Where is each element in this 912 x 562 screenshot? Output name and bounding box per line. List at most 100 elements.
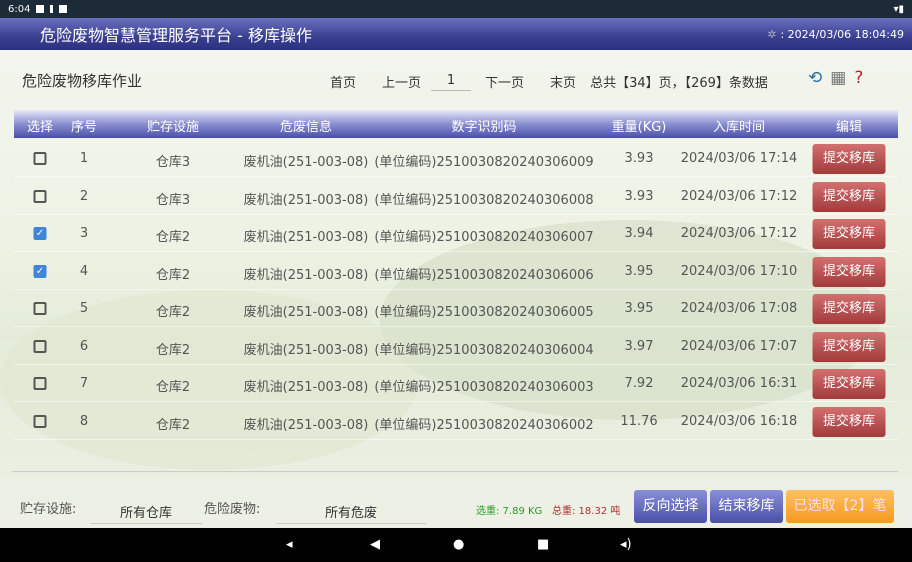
notification-icon	[59, 5, 68, 13]
table-row: 2 仓库3 废机油(251-003-08) (单位编码)251003082024030…	[14, 178, 898, 215]
table-row: ✓ 3 仓库2 废机油(251-003-08) (单位编码)25100308202403…	[14, 215, 898, 252]
cell-info: 废机油(251-003-08)	[243, 305, 369, 320]
title-bar: 危险废物智慧管理服务平台 - 移库操作 ✲: 2024/03/06 18:04:…	[0, 18, 912, 50]
cell-time: 2024/03/06 16:31	[680, 376, 798, 391]
cell-time: 2024/03/06 17:08	[680, 301, 798, 316]
col-no: 序号	[70, 120, 98, 135]
last-page-link[interactable]: 末页	[550, 76, 577, 91]
store-select[interactable]: 所有仓库	[90, 498, 202, 524]
cell-no: 4	[79, 263, 89, 279]
submit-transfer-button[interactable]: 提交移库	[812, 294, 886, 324]
cell-time: 2024/03/06 17:07	[680, 338, 798, 354]
submit-transfer-button[interactable]: 提交移库	[812, 219, 886, 249]
cell-code: (单位编码)2510030820240306002	[374, 417, 594, 433]
row-checkbox[interactable]	[33, 377, 47, 390]
cell-no: 3	[79, 226, 89, 241]
page-input[interactable]: 1	[431, 73, 472, 91]
row-checkbox[interactable]	[33, 189, 47, 203]
cell-info: 废机油(251-003-08)	[243, 380, 369, 395]
col-time: 入库时间	[712, 120, 766, 135]
finish-transfer-button[interactable]: 结束移库	[710, 490, 783, 523]
row-checkbox[interactable]	[33, 302, 47, 315]
divider	[12, 471, 898, 472]
cell-info: 废机油(251-003-08)	[243, 417, 369, 433]
table-row: 6 仓库2 废机油(251-003-08) (单位编码)251003082024030…	[14, 328, 898, 365]
row-checkbox[interactable]: ✓	[33, 227, 47, 240]
cell-no: 7	[79, 376, 89, 391]
col-store: 贮存设施	[146, 120, 200, 135]
cell-info: 废机油(251-003-08)	[243, 192, 369, 208]
cell-no: 5	[79, 301, 89, 316]
cell-code: (单位编码)2510030820240306006	[374, 267, 594, 283]
cell-info: 废机油(251-003-08)	[243, 267, 369, 283]
cell-store: 仓库3	[155, 155, 191, 170]
cell-info: 废机油(251-003-08)	[243, 230, 369, 245]
row-checkbox[interactable]: ✓	[33, 264, 47, 278]
clock-icon: ✲	[767, 27, 777, 41]
cell-no: 8	[79, 413, 89, 429]
home-icon[interactable]: ●	[453, 537, 465, 552]
first-page-link[interactable]: 首页	[330, 76, 357, 91]
waste-label: 危险废物:	[204, 502, 261, 517]
table-header: 选择 序号 贮存设施 危废信息 数字识别码 重量(KG) 入库时间 编辑	[14, 110, 898, 138]
submit-transfer-button[interactable]: 提交移库	[812, 256, 886, 287]
cell-store: 仓库2	[155, 305, 191, 320]
cell-weight: 3.95	[624, 301, 654, 316]
submit-transfer-button[interactable]: 提交移库	[812, 331, 886, 362]
prev-page-link[interactable]: 上一页	[382, 76, 422, 91]
waste-select[interactable]: 所有危废	[276, 498, 426, 524]
cell-store: 仓库3	[155, 192, 191, 208]
submit-transfer-button[interactable]: 提交移库	[812, 406, 886, 437]
back-icon[interactable]: ◀	[370, 537, 380, 552]
cell-code: (单位编码)2510030820240306003	[374, 380, 594, 395]
table-row: 8 仓库2 废机油(251-003-08) (单位编码)251003082024030…	[14, 403, 898, 440]
cell-time: 2024/03/06 16:18	[680, 413, 798, 429]
recents-icon[interactable]: ■	[537, 537, 550, 552]
cell-time: 2024/03/06 17:14	[680, 151, 798, 166]
col-select: 选择	[26, 120, 54, 135]
page-subtitle: 危险废物移库作业	[22, 72, 143, 90]
cell-code: (单位编码)2510030820240306005	[374, 305, 594, 320]
volume-down-icon[interactable]: ◂	[286, 537, 293, 552]
bottom-bar: 贮存设施: 所有仓库 危险废物: 所有危废 选重: 7.89 KG 总重: 18…	[0, 490, 912, 526]
cell-weight: 7.92	[624, 376, 654, 391]
col-info: 危废信息	[279, 120, 333, 135]
battery-icon: ▾▮	[893, 3, 904, 15]
cell-store: 仓库2	[155, 342, 191, 358]
cell-info: 废机油(251-003-08)	[243, 342, 369, 358]
cell-code: (单位编码)2510030820240306008	[374, 192, 594, 208]
volume-up-icon[interactable]: ◂)	[620, 537, 632, 552]
app-title: 危险废物智慧管理服务平台 - 移库操作	[40, 26, 312, 45]
invert-selection-button[interactable]: 反向选择	[634, 490, 707, 523]
clock-text: : 2024/03/06 18:04:49	[780, 27, 904, 41]
refresh-icon[interactable]: ⟲	[808, 68, 823, 88]
selected-weight: 选重: 7.89 KG	[476, 506, 543, 517]
table-row: 5 仓库2 废机油(251-003-08) (单位编码)251003082024030…	[14, 290, 898, 327]
cell-time: 2024/03/06 17:12	[680, 226, 798, 241]
page-summary: 总共【34】页，【269】条数据	[590, 76, 768, 91]
submit-transfer-button[interactable]: 提交移库	[812, 144, 886, 174]
row-checkbox[interactable]	[33, 414, 47, 428]
table-row: 1 仓库3 废机油(251-003-08) (单位编码)251003082024030…	[14, 140, 898, 177]
row-checkbox[interactable]	[33, 152, 47, 165]
cell-info: 废机油(251-003-08)	[243, 155, 369, 170]
submit-transfer-button[interactable]: 提交移库	[812, 181, 886, 212]
cell-weight: 11.76	[620, 413, 658, 429]
notification-icon	[36, 5, 45, 13]
table-row: ✓ 4 仓库2 废机油(251-003-08) (单位编码)25100308202403…	[14, 253, 898, 290]
cell-weight: 3.94	[624, 226, 654, 241]
row-checkbox[interactable]	[33, 339, 47, 353]
pagination: 首页 上一页 1 下一页 末页 总共【34】页，【269】条数据	[330, 72, 794, 92]
submit-transfer-button[interactable]: 提交移库	[812, 369, 886, 399]
cell-store: 仓库2	[155, 230, 191, 245]
status-time: 6:04	[8, 3, 31, 15]
help-icon[interactable]: ?	[854, 68, 864, 88]
next-page-link[interactable]: 下一页	[485, 76, 525, 91]
cell-no: 2	[79, 188, 89, 204]
cell-weight: 3.95	[624, 263, 654, 279]
status-bar: 6:04 ▾▮	[0, 0, 912, 18]
cell-weight: 3.93	[624, 151, 654, 166]
calculator-icon[interactable]: ▦	[830, 68, 847, 88]
col-code: 数字识别码	[451, 120, 517, 135]
selected-count-button[interactable]: 已选取【2】笔	[786, 490, 894, 523]
